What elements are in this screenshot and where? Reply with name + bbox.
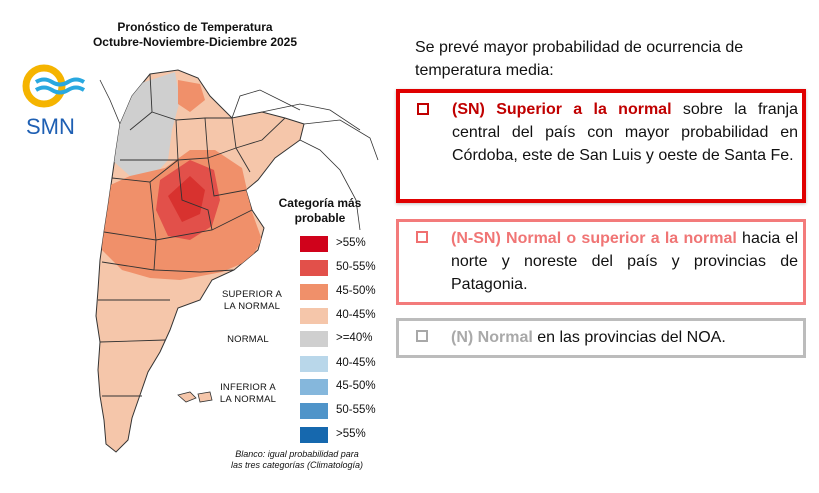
legend-group-above: SUPERIOR A LA NORMAL <box>212 289 292 313</box>
legend-title-line2: probable <box>294 211 346 225</box>
legend-swatch <box>300 308 328 324</box>
legend-swatch <box>300 427 328 443</box>
region-45-50-north <box>178 80 205 112</box>
bullet-rest-normal-superior: hacia el norte y noreste del país y prov… <box>451 230 799 293</box>
bullet-highlight-normal-superior: (N-SN) Normal o superior a la normal <box>451 230 737 247</box>
legend-item: >55% <box>300 427 380 443</box>
legend-group-normal: NORMAL <box>208 334 288 346</box>
bullet-rest-superior: sobre la franja central del país con may… <box>452 101 798 164</box>
intro-text: Se prevé mayor probabilidad de ocurrenci… <box>415 39 744 79</box>
legend-label: 50-55% <box>336 404 376 416</box>
legend-swatch <box>300 260 328 276</box>
legend-label: >=40% <box>336 332 373 344</box>
bullet-text-normal: (N) Normal en las provincias del NOA. <box>451 326 798 349</box>
region-50-55-inner <box>168 176 205 222</box>
legend-swatch <box>300 379 328 395</box>
province-borders <box>98 73 286 397</box>
map-note-line2: las tres categorías (Climatología) <box>230 460 364 470</box>
legend-label: 45-50% <box>336 285 376 297</box>
legend-label: 40-45% <box>336 357 376 369</box>
legend-label: >55% <box>336 237 366 249</box>
bullet-highlight-superior: (SN) Superior a la normal <box>452 101 672 118</box>
smn-logo-icon <box>22 64 86 108</box>
legend-group-above-line1: SUPERIOR A <box>221 289 283 300</box>
legend-item: >=40% <box>300 331 380 347</box>
bullet-box-normal-superior: (N-SN) Normal o superior a la normal hac… <box>396 219 806 305</box>
legend-label: 40-45% <box>336 309 376 321</box>
legend-item: >55% <box>300 236 380 252</box>
legend-item: 40-45% <box>300 308 380 324</box>
legend-item: 50-55% <box>300 260 380 276</box>
legend-group-above-line2: LA NORMAL <box>223 301 281 312</box>
checkbox-icon <box>417 103 429 115</box>
bullet-highlight-normal: (N) Normal <box>451 329 533 346</box>
bullet-text-normal-superior: (N-SN) Normal o superior a la normal hac… <box>451 227 798 296</box>
legend-item: 45-50% <box>300 379 380 395</box>
bullet-rest-normal: en las provincias del NOA. <box>532 329 726 346</box>
map-title: Pronóstico de Temperatura Octubre-Noviem… <box>60 20 330 50</box>
legend-swatch <box>300 284 328 300</box>
legend-label: 50-55% <box>336 261 376 273</box>
checkbox-icon <box>416 330 428 342</box>
neighbour-borders <box>99 79 379 231</box>
legend-swatch <box>300 236 328 252</box>
legend-group-below-line2: LA NORMAL <box>219 394 277 405</box>
legend-item: 50-55% <box>300 403 380 419</box>
map-title-line1: Pronóstico de Temperatura <box>117 20 273 34</box>
legend-label: >55% <box>336 428 366 440</box>
smn-logo-text: SMN <box>26 114 75 139</box>
legend-item: 40-45% <box>300 356 380 372</box>
legend-group-below-line1: INFERIOR A <box>220 382 276 393</box>
legend-label: 45-50% <box>336 380 376 392</box>
bullet-box-superior: (SN) Superior a la normal sobre la franj… <box>396 89 806 203</box>
islands <box>177 391 213 403</box>
legend-item: 45-50% <box>300 284 380 300</box>
checkbox-icon <box>416 231 428 243</box>
legend-title-line1: Categoría más <box>278 196 362 210</box>
legend-group-normal-label: NORMAL <box>227 334 269 345</box>
map-note-line1: Blanco: igual probabilidad para <box>235 449 359 459</box>
legend-title: Categoría más probable <box>265 196 375 226</box>
legend-group-below: INFERIOR A LA NORMAL <box>208 382 288 406</box>
legend-swatch <box>300 331 328 347</box>
bullet-box-normal: (N) Normal en las provincias del NOA. <box>396 318 806 358</box>
map-title-line2: Octubre-Noviembre-Diciembre 2025 <box>92 35 298 49</box>
map-note: Blanco: igual probabilidad para las tres… <box>212 449 382 471</box>
legend-swatch <box>300 403 328 419</box>
legend-swatch <box>300 356 328 372</box>
bullet-text-superior: (SN) Superior a la normal sobre la franj… <box>452 98 798 167</box>
